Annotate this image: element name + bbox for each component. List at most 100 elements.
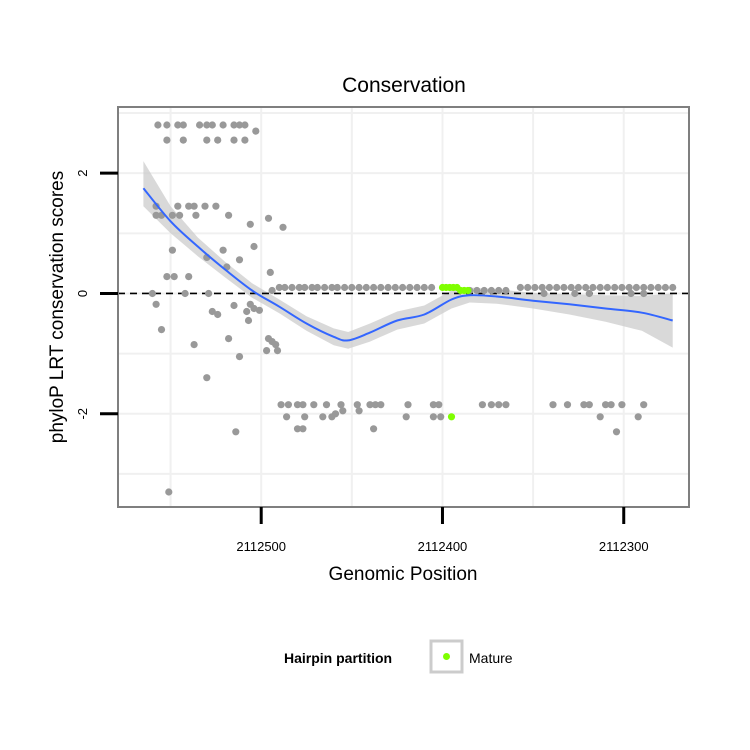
data-point bbox=[553, 283, 561, 292]
data-point bbox=[399, 283, 407, 292]
data-point bbox=[618, 401, 626, 409]
data-point bbox=[413, 283, 421, 292]
x-axis-title: Genomic Position bbox=[329, 564, 478, 585]
data-point bbox=[337, 401, 345, 409]
data-point bbox=[341, 283, 349, 292]
data-point bbox=[310, 401, 318, 409]
data-point bbox=[230, 301, 238, 310]
data-point bbox=[225, 211, 233, 219]
chart-title: Conservation bbox=[342, 74, 466, 97]
data-point bbox=[288, 283, 296, 292]
data-point bbox=[163, 136, 171, 144]
data-point bbox=[308, 283, 316, 292]
smooth-trend-line bbox=[142, 187, 673, 342]
legend: Hairpin partition Mature bbox=[284, 639, 513, 674]
data-point bbox=[152, 211, 160, 219]
data-point bbox=[495, 401, 503, 409]
data-point bbox=[328, 283, 336, 292]
data-point bbox=[264, 214, 273, 222]
data-point bbox=[214, 310, 222, 319]
data-point bbox=[243, 307, 251, 316]
data-point bbox=[268, 286, 276, 295]
data-point bbox=[179, 121, 187, 129]
data-point bbox=[266, 268, 274, 276]
data-point bbox=[406, 283, 414, 292]
data-point bbox=[391, 283, 399, 292]
data-point bbox=[429, 413, 437, 421]
data-point bbox=[654, 283, 662, 292]
legend-title: Hairpin partition bbox=[284, 650, 392, 666]
data-point bbox=[295, 283, 303, 292]
data-point bbox=[313, 283, 321, 292]
data-point bbox=[585, 401, 593, 409]
data-point bbox=[339, 407, 347, 415]
data-point bbox=[185, 273, 193, 281]
data-point bbox=[192, 211, 200, 219]
data-point bbox=[625, 283, 633, 292]
data-point bbox=[163, 121, 171, 129]
data-point bbox=[185, 202, 193, 210]
data-point bbox=[284, 401, 292, 409]
data-point bbox=[263, 347, 271, 355]
data-point bbox=[585, 289, 593, 298]
data-point bbox=[377, 283, 385, 292]
data-point bbox=[250, 242, 258, 251]
data-point bbox=[277, 401, 285, 409]
data-point bbox=[420, 283, 428, 292]
data-point bbox=[154, 121, 162, 129]
data-point bbox=[152, 300, 160, 308]
data-point bbox=[563, 401, 572, 409]
data-point bbox=[370, 283, 378, 292]
data-point bbox=[435, 401, 443, 409]
data-point bbox=[203, 121, 211, 129]
data-point-mature bbox=[464, 286, 472, 295]
data-point bbox=[602, 401, 610, 409]
data-point bbox=[203, 136, 211, 144]
y-axis: -2 0 2 phyloP LRT conservation scores bbox=[47, 170, 118, 443]
data-point bbox=[612, 428, 621, 436]
data-point bbox=[235, 353, 244, 361]
data-point bbox=[607, 401, 615, 409]
y-tick-label: -2 bbox=[75, 408, 90, 420]
plot-panel bbox=[117, 106, 690, 508]
data-point bbox=[331, 410, 340, 418]
data-point bbox=[640, 289, 648, 298]
data-point bbox=[348, 283, 356, 292]
data-point bbox=[179, 136, 187, 144]
data-point bbox=[549, 401, 557, 409]
data-point bbox=[219, 121, 227, 129]
data-point bbox=[487, 286, 495, 295]
data-point bbox=[163, 273, 171, 281]
data-point bbox=[246, 220, 254, 228]
data-point bbox=[319, 413, 327, 421]
data-point bbox=[230, 136, 238, 144]
data-point bbox=[235, 121, 244, 129]
data-point bbox=[152, 202, 160, 210]
smooth-line-layer bbox=[142, 187, 673, 342]
data-point bbox=[502, 286, 510, 295]
data-point bbox=[281, 283, 289, 292]
data-point bbox=[603, 283, 612, 292]
data-point bbox=[384, 283, 392, 292]
data-point bbox=[283, 413, 291, 421]
data-point bbox=[174, 202, 182, 210]
data-point bbox=[377, 401, 385, 409]
data-point bbox=[495, 286, 503, 295]
data-point bbox=[634, 413, 642, 421]
data-point bbox=[244, 316, 253, 325]
data-point bbox=[165, 488, 173, 496]
data-point bbox=[632, 283, 641, 292]
data-point bbox=[355, 283, 363, 292]
plot-border bbox=[117, 106, 690, 508]
data-point bbox=[661, 283, 670, 292]
data-point bbox=[627, 289, 635, 298]
data-point bbox=[487, 401, 495, 409]
data-point bbox=[252, 127, 260, 135]
data-point bbox=[366, 401, 374, 409]
data-point bbox=[168, 246, 176, 254]
data-point bbox=[301, 283, 309, 292]
data-point bbox=[531, 283, 539, 292]
data-point bbox=[157, 326, 166, 334]
data-point bbox=[321, 283, 329, 292]
data-point bbox=[567, 283, 575, 292]
